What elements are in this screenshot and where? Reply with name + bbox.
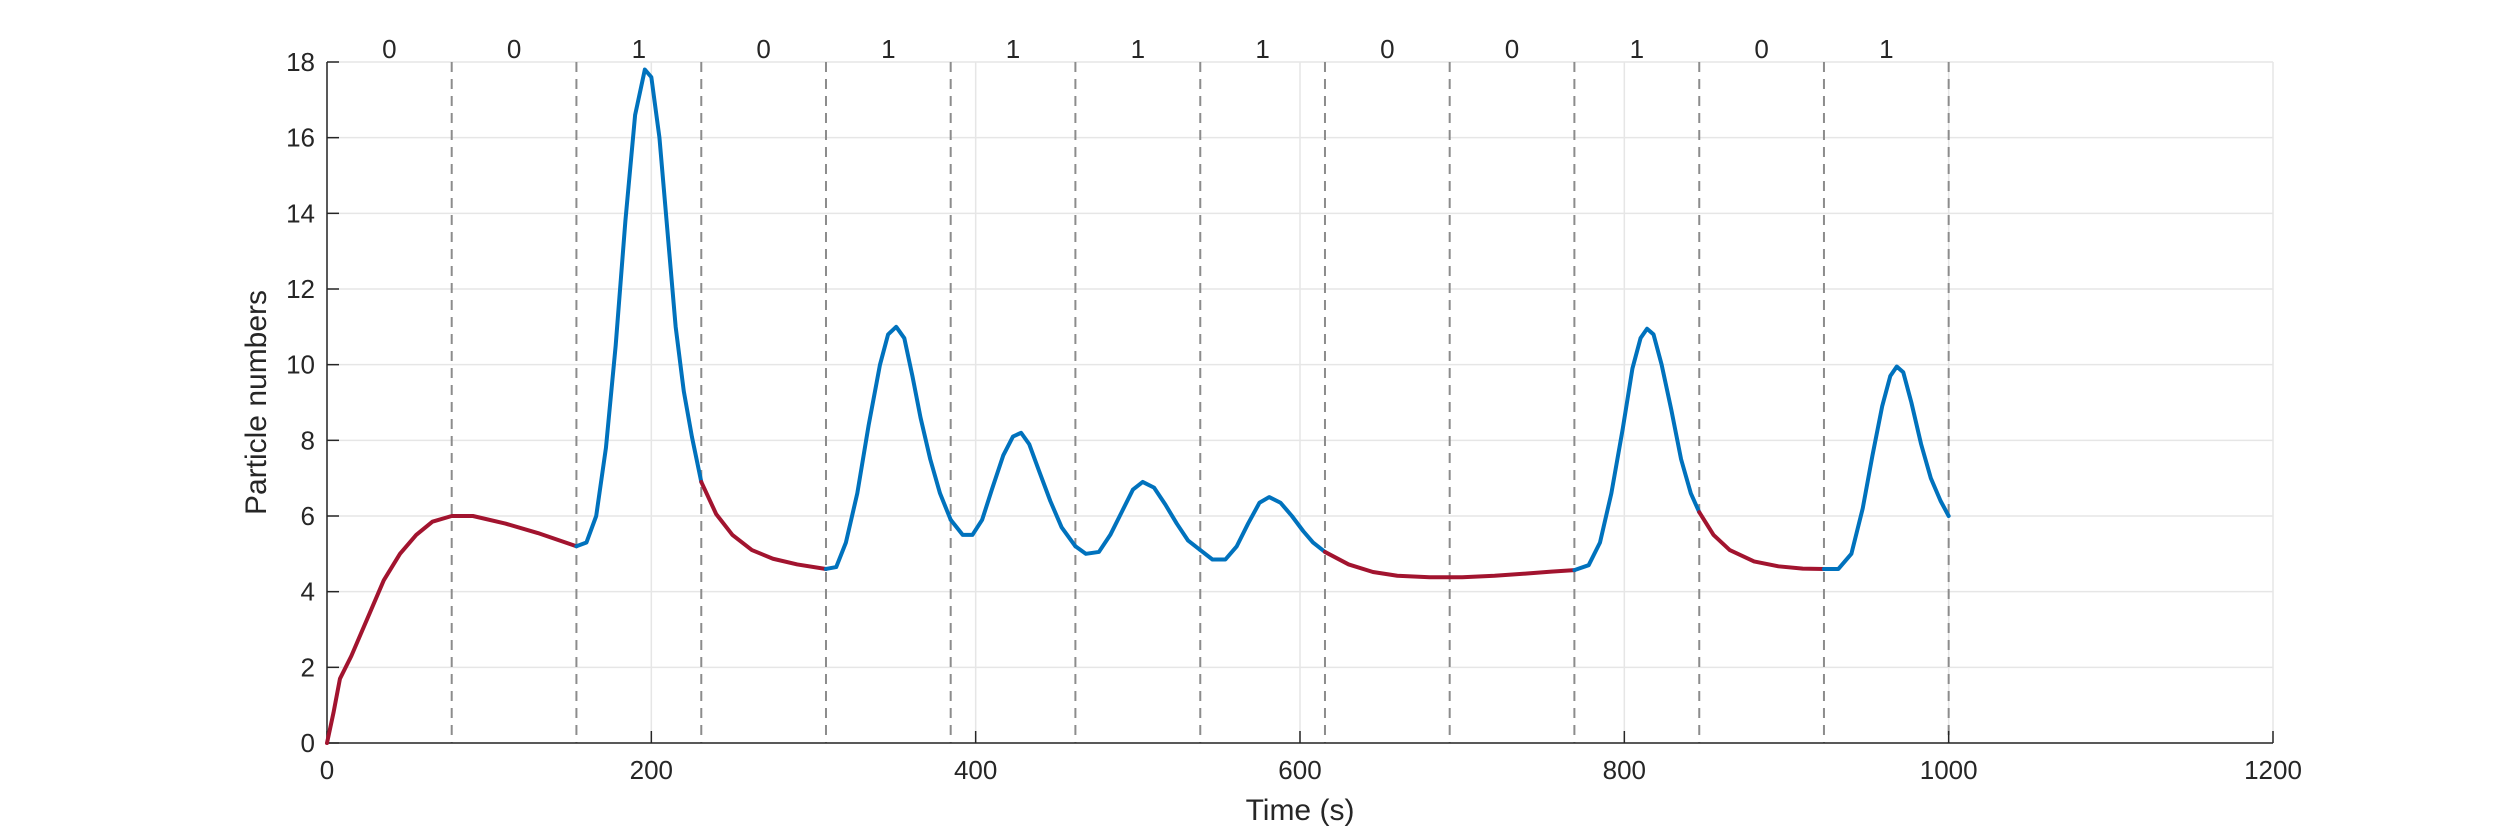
y-tick-label: 8: [301, 425, 315, 455]
bit-label: 1: [1630, 34, 1644, 64]
x-tick-label: 1000: [1920, 755, 1978, 785]
y-tick-label: 12: [286, 274, 315, 304]
y-tick-label: 4: [301, 577, 315, 607]
bit1-curve-segment: [823, 324, 953, 571]
bit1-curve-segment: [1073, 479, 1203, 556]
bit-label: 0: [1380, 34, 1394, 64]
bit-dividers: [450, 62, 1950, 743]
bit-label: 1: [632, 34, 646, 64]
bit-label: 0: [1754, 34, 1768, 64]
x-tick-label: 0: [320, 755, 334, 785]
bit-label: 0: [1505, 34, 1519, 64]
series: [325, 67, 1951, 745]
y-tick-label: 18: [286, 47, 315, 77]
bit-label: 1: [1006, 34, 1020, 64]
bit1-curve-segment: [948, 430, 1078, 549]
bit1-curve-segment: [574, 67, 704, 549]
x-tick-label: 600: [1278, 755, 1321, 785]
x-tick-label: 1200: [2244, 755, 2302, 785]
bit-label: 1: [1131, 34, 1145, 64]
y-tick-label: 10: [286, 350, 315, 380]
bit1-curve-segment: [1821, 364, 1951, 571]
bit0-curve-segment: [699, 479, 828, 571]
bit-label: 1: [1255, 34, 1269, 64]
bit1-curve-segment: [1198, 495, 1327, 562]
bit-label: 0: [507, 34, 521, 64]
y-tick-label: 6: [301, 501, 315, 531]
bit-label: 1: [1879, 34, 1893, 64]
y-axis-title: Particle numbers: [240, 290, 273, 515]
y-tick-label: 2: [301, 652, 315, 682]
bit-label: 0: [756, 34, 770, 64]
bit0-curve-segment: [325, 514, 579, 745]
bit-label: 0: [382, 34, 396, 64]
y-tick-label: 0: [301, 728, 315, 758]
bit-labels: 0 0 1 0 1 1 1 1 0 0 1 0 1: [382, 34, 1893, 64]
bit-label: 1: [881, 34, 895, 64]
y-tick-label: 14: [286, 198, 315, 228]
grid: [326, 61, 2274, 744]
x-tick-label: 800: [1603, 755, 1646, 785]
x-tick-label: 200: [630, 755, 673, 785]
bit1-curve-segment: [1572, 326, 1702, 573]
bit0-curve-segment: [1322, 549, 1577, 580]
x-tick-label: 400: [954, 755, 997, 785]
x-axis-title: Time (s): [1246, 794, 1355, 827]
y-tick-label: 16: [286, 123, 315, 153]
axes: 0 200 400 600 800 1000 1200 0 2 4 6 8 10 12 14 16 18: [286, 47, 2302, 785]
bit0-curve-segment: [1697, 510, 1826, 571]
